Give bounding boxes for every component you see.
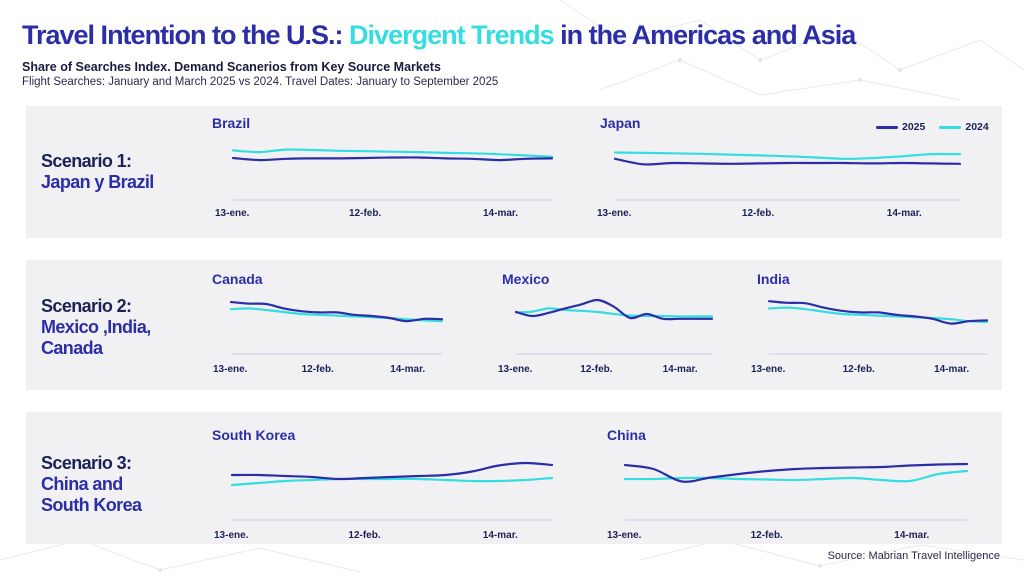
scenario-1-markets: Japan y Brazil [41,172,154,192]
title-part1: Travel Intention to the U.S.: [22,20,344,50]
chart-title-japan: Japan [600,115,640,131]
x-tick-label: 14-mar. [887,208,922,219]
series-line-2025 [613,157,962,166]
source-note: Source: Mabrian Travel Intelligence [827,550,1000,562]
legend-label-2024: 2024 [965,121,989,133]
scenario-3-label: Scenario 3: China and South Korea [41,453,142,516]
scenario-1-title: Scenario 1: [41,151,132,171]
chart-svg: India 13-ene. 12-feb. 14-mar. [751,271,989,375]
series-line-2025 [231,156,554,162]
series-line-2024 [230,476,554,487]
x-tick-label: 13-ene. [607,530,642,541]
page-title: Travel Intention to the U.S.: Divergent … [22,20,856,51]
chart-svg: Brazil 13-ene. 12-feb. 14-mar. [212,115,554,219]
x-tick-label: 12-feb. [843,364,875,375]
x-tick-label: 13-ene. [213,364,248,375]
scenario-2-markets-line1: Mexico ,India, [41,317,151,337]
scenario-3-title: Scenario 3: [41,453,132,473]
scenario-1-label: Scenario 1: Japan y Brazil [41,151,154,193]
x-tick-label: 12-feb. [349,208,381,219]
series-line-2025 [229,300,444,323]
x-tick-label: 14-mar. [934,364,969,375]
scenario-2-title: Scenario 2: [41,296,132,316]
chart-title-canada: Canada [212,271,263,287]
x-tick-label: 12-feb. [742,208,774,219]
chart-japan: Japan 13-ene. 12-feb. 14-mar. [588,112,968,222]
chart-svg: Japan 13-ene. 12-feb. 14-mar. [597,115,962,219]
chart-svg: South Korea 13-ene. 12-feb. 14-mar. [212,427,554,541]
legend: 2025 2024 [876,121,997,133]
scenario-panel-2: Scenario 2: Mexico ,India, Canada [26,260,1002,390]
legend-label-2025: 2025 [902,121,926,133]
series-line-2024 [767,306,989,324]
scenario-2-markets-line2: Canada [41,338,103,358]
chart-title-brazil: Brazil [212,115,250,131]
legend-item-2024: 2024 [939,121,989,133]
series-line-2025 [623,462,969,483]
x-tick-label: 13-ene. [215,208,250,219]
legend-item-2025: 2025 [876,121,925,133]
series-line-2024 [623,469,969,483]
scenario-3-markets-line1: China and [41,474,123,494]
series-line-2025 [514,298,714,321]
x-tick-label: 14-mar. [483,530,518,541]
chart-title-china: China [607,427,646,443]
chart-south-korea: South Korea 13-ene. 12-feb. 14-mar. [200,424,560,544]
series-line-2025 [767,300,989,325]
x-tick-label: 14-mar. [894,530,929,541]
subtitle: Share of Searches Index. Demand Scanerio… [22,60,441,74]
chart-svg: Canada 13-ene. 12-feb. 14-mar. [212,271,444,375]
x-tick-label: 13-ene. [498,364,533,375]
scenario-2-label: Scenario 2: Mexico ,India, Canada [41,296,151,359]
chart-canada: Canada 13-ene. 12-feb. 14-mar. [200,268,450,378]
title-part2: in the Americas and Asia [560,20,856,50]
series-line-2024 [231,148,554,158]
series-line-2024 [514,307,714,318]
x-tick-label: 12-feb. [302,364,334,375]
x-tick-label: 14-mar. [390,364,425,375]
x-tick-label: 14-mar. [483,208,518,219]
chart-india: India 13-ene. 12-feb. 14-mar. [745,268,995,378]
chart-brazil: Brazil 13-ene. 12-feb. 14-mar. [200,112,560,222]
chart-title-south-korea: South Korea [212,427,295,443]
chart-title-india: India [757,271,790,287]
legend-swatch-2025 [876,125,898,129]
subtitle-note: Flight Searches: January and March 2025 … [22,76,499,88]
series-line-2024 [229,307,444,323]
chart-china: China 13-ene. 12-feb. 14-mar. [595,424,975,544]
chart-mexico: Mexico 13-ene. 12-feb. 14-mar. [490,268,720,378]
x-tick-label: 13-ene. [597,208,632,219]
scenario-3-markets-line2: South Korea [41,495,142,515]
x-tick-label: 12-feb. [348,530,380,541]
chart-title-mexico: Mexico [502,271,549,287]
series-line-2024 [613,151,962,160]
x-tick-label: 13-ene. [751,364,786,375]
title-highlight: Divergent Trends [349,20,555,50]
chart-svg: China 13-ene. 12-feb. 14-mar. [607,427,969,541]
x-tick-label: 13-ene. [214,530,249,541]
scenario-panel-1: Scenario 1: Japan y Brazil [26,106,1002,238]
x-tick-label: 12-feb. [751,530,783,541]
chart-svg: Mexico 13-ene. 12-feb. 14-mar. [498,271,714,375]
x-tick-label: 12-feb. [580,364,612,375]
legend-swatch-2024 [939,125,962,129]
series-line-2025 [230,461,554,481]
x-tick-label: 14-mar. [663,364,698,375]
